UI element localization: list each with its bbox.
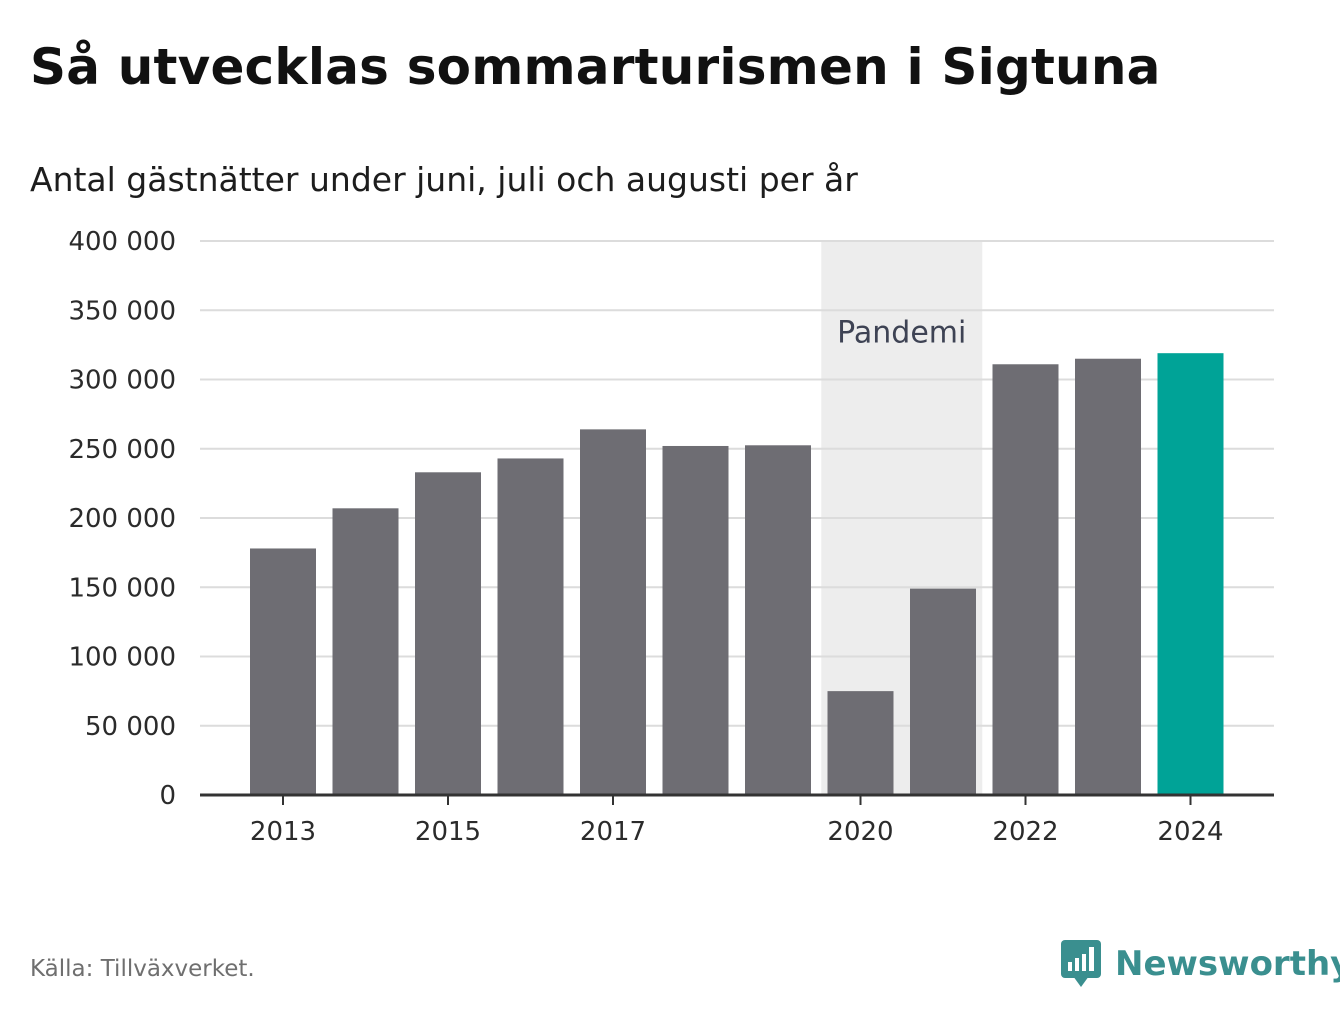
x-tick-label: 2015	[415, 817, 481, 847]
bar-2014	[332, 508, 399, 795]
source-note: Källa: Tillväxverket.	[30, 956, 255, 982]
pandemic-band-label: Pandemi	[837, 315, 966, 350]
bar-2023	[1075, 358, 1141, 795]
x-tick-label: 2017	[580, 817, 646, 847]
x-tick-label: 2020	[827, 817, 893, 847]
y-tick-label: 250 000	[68, 435, 176, 465]
brand-name: Newsworthy	[1115, 944, 1340, 984]
y-tick-label: 400 000	[68, 227, 176, 257]
x-tick-label: 2013	[250, 817, 316, 847]
bar-2024	[1157, 353, 1224, 795]
bar-2013	[250, 548, 316, 795]
x-tick-label: 2024	[1157, 817, 1223, 847]
bar-2022	[992, 364, 1059, 795]
bar-2019	[745, 445, 811, 795]
bar-2018	[662, 445, 729, 795]
y-tick-label: 200 000	[68, 504, 176, 534]
y-tick-label: 350 000	[68, 296, 176, 326]
x-tick-label: 2022	[992, 817, 1058, 847]
y-tick-label: 0	[159, 781, 176, 811]
y-tick-label: 150 000	[68, 573, 176, 603]
bar-2020	[827, 691, 894, 795]
brand-logo[interactable]: Newsworthy	[1061, 940, 1340, 988]
newsworthy-chart-bubble-icon	[1061, 940, 1101, 987]
bar-2015	[415, 472, 481, 795]
chart-subtitle: Antal gästnätter under juni, juli och au…	[30, 160, 858, 199]
bar-2021	[910, 588, 976, 795]
y-tick-label: 50 000	[85, 712, 176, 742]
chart-title: Så utvecklas sommarturismen i Sigtuna	[30, 38, 1161, 96]
bar-chart: Pandemi 0 50 000 100 000 150 000 200 000 250 0…	[68, 227, 1274, 847]
bar-2016	[497, 458, 564, 795]
y-tick-label: 100 000	[68, 643, 176, 673]
y-tick-label: 300 000	[68, 366, 176, 396]
bar-2017	[580, 429, 646, 795]
